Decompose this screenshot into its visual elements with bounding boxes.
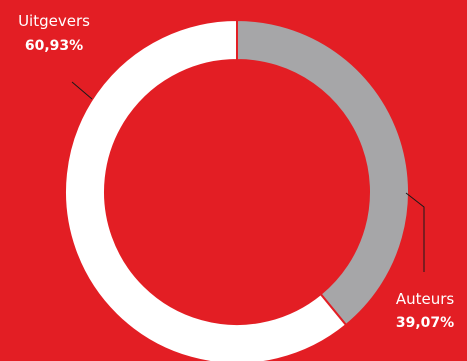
legend-label-uitgevers: Uitgevers xyxy=(18,12,90,30)
legend-label-auteurs: Auteurs xyxy=(396,290,455,308)
leader-line-auteurs xyxy=(405,192,425,272)
data-label-auteurs: 39,07% xyxy=(396,315,454,331)
data-label-uitgevers: 60,93% xyxy=(25,38,83,54)
slice-auteurs xyxy=(236,18,410,327)
leader-line-uitgevers xyxy=(71,81,93,100)
slice-uitgevers xyxy=(64,18,348,361)
